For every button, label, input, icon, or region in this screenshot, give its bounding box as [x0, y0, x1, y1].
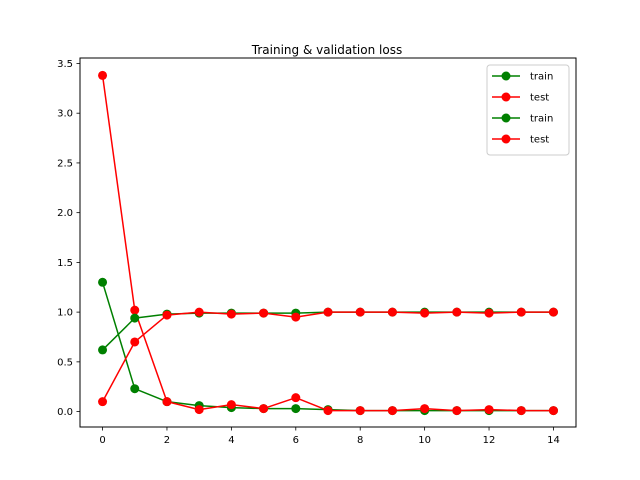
data-point — [194, 307, 204, 317]
data-point — [484, 405, 494, 415]
x-tick-label: 8 — [357, 435, 363, 446]
data-point — [548, 406, 558, 416]
data-point — [259, 308, 269, 318]
data-point — [194, 405, 204, 415]
data-point — [98, 70, 108, 80]
y-tick-label: 0.5 — [57, 357, 73, 368]
legend: train test train test — [486, 64, 570, 156]
data-point — [452, 406, 462, 416]
y-tick-label: 0.0 — [57, 407, 73, 418]
x-tick-label: 0 — [99, 435, 105, 446]
legend-entry: test — [492, 92, 549, 104]
x-tick-label: 10 — [418, 435, 431, 446]
data-point — [355, 406, 365, 416]
legend-box — [486, 64, 570, 156]
data-point — [98, 397, 108, 407]
legend-label: test — [530, 135, 549, 146]
data-point — [387, 307, 397, 317]
data-point — [516, 307, 526, 317]
legend-marker — [501, 92, 511, 102]
y-axis: 0.0 0.5 1.0 1.5 2.0 2.5 3.0 3.5 — [57, 59, 80, 418]
data-point — [420, 404, 430, 414]
data-point — [226, 309, 236, 319]
y-tick-label: 1.5 — [57, 258, 73, 269]
legend-label: train — [530, 72, 553, 83]
data-point — [130, 305, 140, 315]
legend-marker — [501, 113, 511, 123]
x-axis: 0 2 4 6 8 10 12 14 — [99, 427, 560, 446]
legend-label: train — [530, 114, 553, 125]
data-point — [452, 307, 462, 317]
x-tick-label: 12 — [483, 435, 496, 446]
data-point — [98, 345, 108, 355]
data-point — [323, 307, 333, 317]
y-tick-label: 3.5 — [57, 59, 73, 70]
x-tick-label: 2 — [164, 435, 170, 446]
y-tick-label: 2.5 — [57, 158, 73, 169]
legend-marker — [501, 134, 511, 144]
data-point — [516, 406, 526, 416]
data-point — [259, 404, 269, 414]
legend-marker — [501, 71, 511, 81]
data-point — [162, 310, 172, 320]
legend-entry: test — [492, 134, 549, 146]
data-point — [323, 406, 333, 416]
data-point — [130, 384, 140, 394]
data-point — [226, 400, 236, 410]
plot-frame — [79, 57, 577, 428]
series-test-3 — [98, 307, 558, 407]
data-point — [162, 397, 172, 407]
chart-title: Training & validation loss — [251, 43, 402, 57]
data-point — [291, 312, 301, 322]
data-point — [484, 308, 494, 318]
data-point — [130, 313, 140, 323]
x-tick-label: 14 — [547, 435, 560, 446]
x-tick-label: 4 — [228, 435, 234, 446]
y-tick-label: 3.0 — [57, 109, 73, 120]
legend-entry: train — [492, 113, 553, 125]
legend-entry: train — [492, 71, 553, 83]
legend-label: test — [530, 93, 549, 104]
series-layer — [98, 70, 558, 416]
data-point — [291, 393, 301, 403]
y-tick-label: 2.0 — [57, 208, 73, 219]
data-point — [548, 307, 558, 317]
x-tick-label: 6 — [293, 435, 299, 446]
data-point — [291, 404, 301, 414]
data-point — [130, 337, 140, 347]
series-test-1 — [98, 70, 558, 416]
data-point — [420, 308, 430, 318]
data-point — [98, 277, 108, 287]
data-point — [387, 406, 397, 416]
y-tick-label: 1.0 — [57, 308, 73, 319]
data-point — [355, 307, 365, 317]
